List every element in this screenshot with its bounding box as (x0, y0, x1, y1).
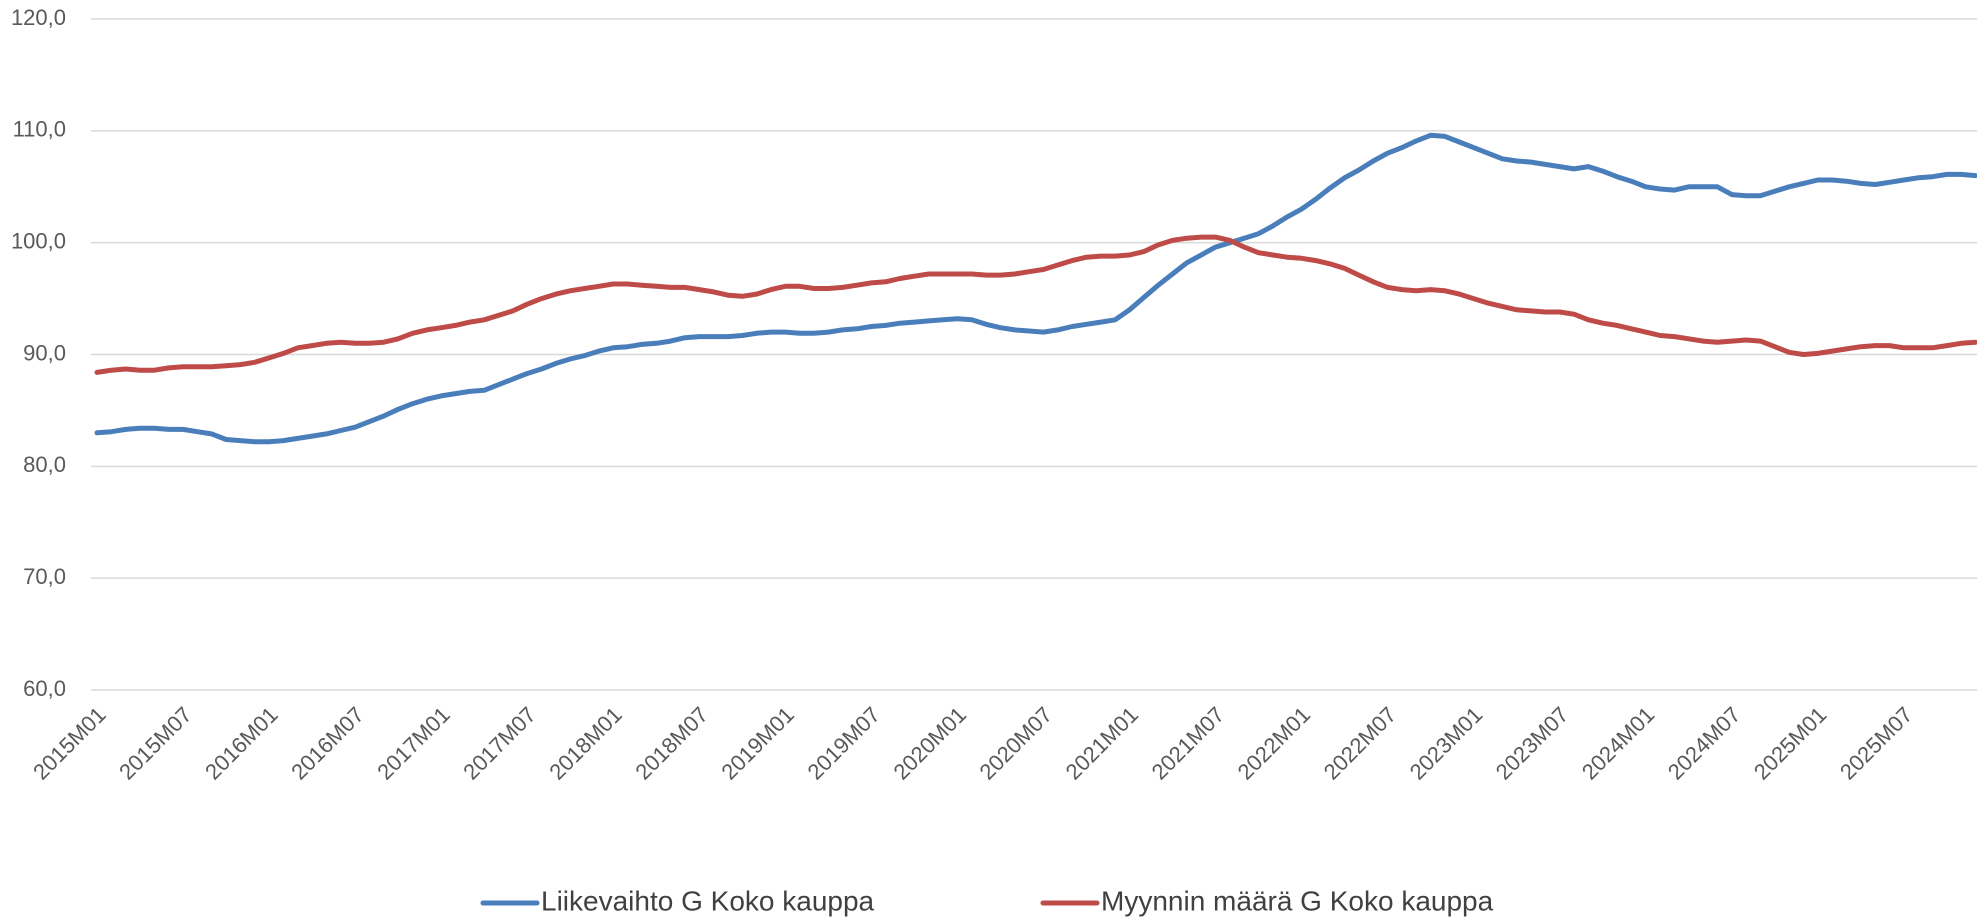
x-tick-label: 2024M01 (1577, 702, 1660, 785)
x-tick-label: 2022M01 (1233, 702, 1316, 785)
y-tick-label: 60,0 (23, 676, 66, 701)
series-line (94, 132, 1977, 445)
y-tick-label: 80,0 (23, 452, 66, 477)
x-tick-label: 2023M01 (1405, 702, 1488, 785)
x-tick-label: 2020M01 (888, 702, 971, 785)
series-line (94, 234, 1977, 375)
y-tick-label: 110,0 (13, 117, 66, 142)
legend-label: Liikevaihto G Koko kauppa (541, 885, 875, 916)
x-tick-label: 2024M07 (1663, 702, 1746, 785)
x-tick-label: 2018M07 (630, 702, 713, 785)
x-tick-label: 2015M01 (28, 702, 111, 785)
x-tick-label: 2021M07 (1147, 702, 1230, 785)
x-tick-label: 2018M01 (544, 702, 627, 785)
legend-label: Myynnin määrä G Koko kauppa (1101, 885, 1494, 916)
x-tick-label: 2025M01 (1749, 702, 1832, 785)
x-tick-label: 2017M07 (458, 702, 541, 785)
x-tick-label: 2019M01 (716, 702, 799, 785)
x-tick-label: 2022M07 (1319, 702, 1402, 785)
x-tick-label: 2020M07 (975, 702, 1058, 785)
x-tick-label: 2015M07 (114, 702, 197, 785)
x-tick-label: 2019M07 (802, 702, 885, 785)
y-tick-label: 90,0 (23, 340, 66, 365)
x-tick-label: 2016M01 (200, 702, 283, 785)
y-tick-label: 100,0 (11, 228, 66, 253)
y-tick-label: 120,0 (11, 5, 66, 30)
x-tick-label: 2016M07 (286, 702, 369, 785)
x-tick-label: 2021M01 (1061, 702, 1144, 785)
y-tick-label: 70,0 (23, 564, 66, 589)
x-tick-label: 2023M07 (1491, 702, 1574, 785)
x-tick-label: 2025M07 (1835, 702, 1918, 785)
x-tick-label: 2017M01 (372, 702, 455, 785)
